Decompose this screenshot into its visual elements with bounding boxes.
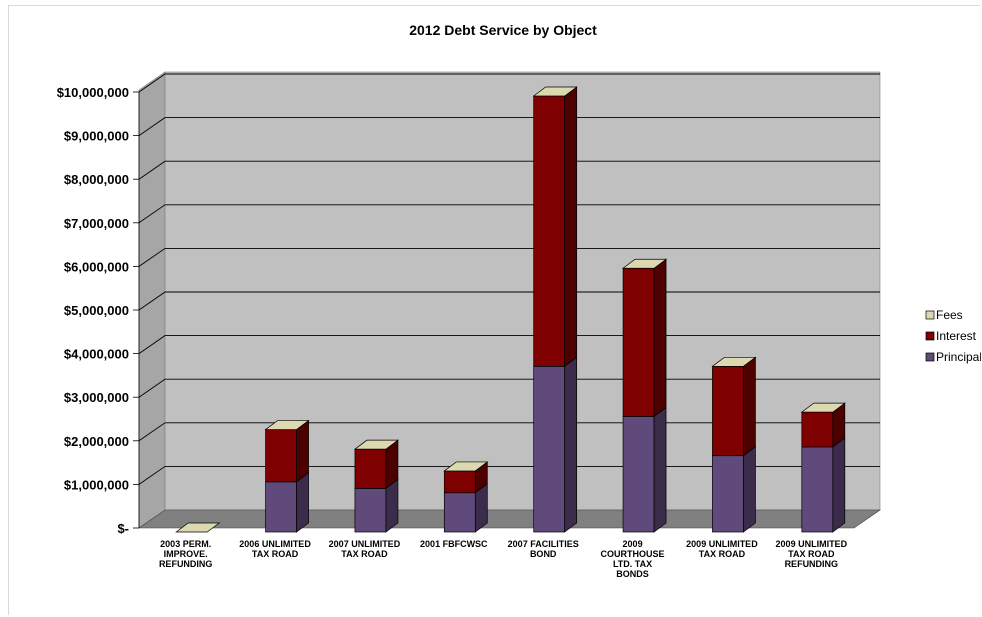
- y-tick-label: $8,000,000: [64, 172, 129, 187]
- x-tick-label-line: TAX ROAD: [252, 549, 299, 559]
- bar-interest-2: [354, 448, 387, 489]
- y-tick-label: $-: [117, 521, 129, 536]
- bar-interest-4-side: [564, 86, 578, 368]
- y-tick-label: $6,000,000: [64, 259, 129, 274]
- y-tick-label: $7,000,000: [64, 216, 129, 231]
- y-tick-label: $5,000,000: [64, 303, 129, 318]
- legend-swatch-principal: [925, 352, 935, 362]
- x-tick-label-line: 2001 FBFCWSC: [420, 539, 488, 549]
- bar-interest-5-side: [653, 258, 667, 418]
- bar-top-cap-5: [622, 258, 668, 269]
- bar-principal-1-side: [296, 472, 309, 533]
- bar-top-cap-3: [443, 461, 489, 472]
- bar-interest-1: [265, 429, 297, 483]
- x-tick-label-line: 2009: [623, 539, 643, 549]
- x-tick-label-line: LTD. TAX: [613, 559, 652, 569]
- x-tick-label: 2007 FACILITIES BOND: [508, 539, 579, 559]
- bar-top-cap-2: [353, 439, 399, 450]
- bar-principal-5: [622, 416, 655, 533]
- chart-frame: 2012 Debt Service by Object $- $1,000,000…: [8, 5, 981, 615]
- x-tick-label-line: BOND: [530, 549, 557, 559]
- x-tick-label-line: IMPROVE.: [164, 549, 208, 559]
- y-tick-label: $2,000,000: [64, 434, 129, 449]
- y-tick-label: $9,000,000: [64, 129, 129, 144]
- x-tick-label: 2006 UNLIMITED TAX ROAD: [239, 539, 311, 559]
- x-tick-label: 2009 COURTHOUSE LTD. TAX BONDS: [601, 539, 665, 579]
- x-tick-label: 2009 UNLIMITED TAX ROAD REFUNDING: [776, 539, 848, 569]
- bar-principal-7: [801, 446, 834, 533]
- chart-title: 2012 Debt Service by Object: [409, 22, 597, 38]
- gridline: [138, 160, 880, 180]
- x-tick-label-line: TAX ROAD: [341, 549, 388, 559]
- x-tick-label-line: COURTHOUSE: [601, 549, 665, 559]
- bar-interest-5: [622, 267, 655, 417]
- x-tick-label-line: 2009 UNLIMITED: [686, 539, 758, 549]
- bar-principal-5-side: [653, 406, 667, 533]
- bar-top-cap-0: [175, 522, 221, 533]
- bar-principal-4-side: [564, 356, 578, 533]
- x-tick-label: 2007 UNLIMITED TAX ROAD: [329, 539, 401, 559]
- x-tick-label: 2009 UNLIMITED TAX ROAD: [686, 539, 758, 559]
- bar-interest-6-side: [743, 356, 756, 457]
- x-tick-label-line: REFUNDING: [159, 559, 213, 569]
- bar-principal-6-side: [743, 446, 756, 533]
- x-tick-label-line: 2003 PERM.: [160, 539, 211, 549]
- x-tick-label: 2003 PERM. IMPROVE. REFUNDING: [159, 539, 213, 569]
- x-tick-label-line: 2009 UNLIMITED: [776, 539, 848, 549]
- bar-top-cap-6: [711, 356, 757, 367]
- bar-principal-6: [712, 455, 744, 533]
- floor: [138, 509, 881, 529]
- bar-interest-3: [443, 470, 476, 494]
- bar-interest-4: [533, 95, 566, 367]
- bar-interest-7: [801, 411, 834, 448]
- y-tick-label: $4,000,000: [64, 347, 129, 362]
- y-tick-label: $3,000,000: [64, 390, 129, 405]
- x-tick-label-line: TAX ROAD: [788, 549, 835, 559]
- bar-top-cap-4: [532, 86, 578, 97]
- debt-service-chart: 2012 Debt Service by Object $- $1,000,000…: [57, 22, 981, 579]
- bar-interest-6: [712, 365, 744, 457]
- x-tick-label-line: 2006 UNLIMITED: [239, 539, 311, 549]
- bar-top-cap-1: [264, 420, 310, 430]
- bar-principal-4: [533, 365, 566, 533]
- bar-principal-3: [443, 492, 476, 533]
- side-wall: [138, 71, 166, 529]
- x-tick-label: 2001 FBFCWSC: [420, 539, 488, 549]
- legend-swatch-interest: [925, 331, 935, 341]
- legend-label-fees: Fees: [936, 308, 963, 322]
- x-tick-label-line: TAX ROAD: [699, 549, 746, 559]
- x-tick-label-line: 2007 UNLIMITED: [329, 539, 401, 549]
- x-tick-label-line: BONDS: [616, 569, 649, 579]
- x-tick-label-line: 2007 FACILITIES: [508, 539, 579, 549]
- bar-principal-2: [354, 488, 387, 533]
- legend-label-interest: Interest: [936, 329, 977, 343]
- gridline: [138, 204, 880, 224]
- bar-principal-1: [265, 481, 297, 533]
- gridline: [138, 247, 880, 267]
- x-tick-label-line: REFUNDING: [785, 559, 839, 569]
- bar-top-cap-7: [800, 402, 846, 413]
- legend-swatch-fees: [925, 310, 935, 320]
- legend-label-principal: Principal: [936, 350, 981, 364]
- y-tick-label: $1,000,000: [64, 477, 129, 492]
- gridline: [138, 73, 880, 93]
- gridline: [138, 117, 880, 136]
- y-tick-label: $10,000,000: [57, 85, 129, 100]
- bar-principal-7-side: [832, 437, 846, 533]
- bar-interest-1-side: [296, 419, 309, 483]
